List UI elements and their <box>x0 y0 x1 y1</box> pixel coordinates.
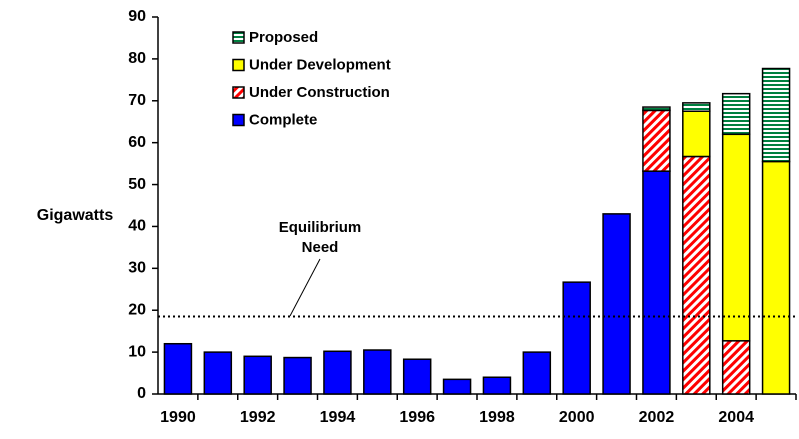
legend-label: Under Development <box>249 56 391 73</box>
bar-segment <box>761 160 791 395</box>
bar-segment <box>682 102 711 113</box>
bar-segment <box>522 351 552 395</box>
bar-segment <box>682 110 711 158</box>
y-tick-label: 10 <box>128 343 146 360</box>
bar-segment <box>721 133 751 342</box>
legend-swatch <box>232 113 245 127</box>
legend-label: Proposed <box>249 29 318 46</box>
x-tick-label: 1990 <box>160 409 196 426</box>
bar-segment <box>323 350 352 395</box>
annotation-pointer <box>289 258 321 317</box>
x-tick-label: 1998 <box>479 409 515 426</box>
y-axis-label: Gigawatts <box>37 207 114 224</box>
bar-segment <box>442 378 472 395</box>
x-tick-label: 1996 <box>399 409 435 426</box>
bar-segment <box>682 155 711 395</box>
legend-swatch <box>232 58 245 72</box>
y-tick-label: 50 <box>128 176 146 193</box>
y-tick-label: 80 <box>128 50 146 67</box>
y-tick-label: 60 <box>128 134 146 151</box>
bar-segment <box>602 213 631 395</box>
bar-segment <box>482 376 512 395</box>
y-tick-label: 70 <box>128 92 146 109</box>
bar-segment <box>402 358 432 395</box>
y-tick-label: 0 <box>137 385 146 402</box>
y-tick-label: 20 <box>128 301 146 318</box>
bar-segment <box>243 355 272 395</box>
bar-segment <box>283 356 312 395</box>
y-tick-label: 30 <box>128 260 146 277</box>
x-tick-label: 1994 <box>320 409 356 426</box>
reference-label: Equilibrium <box>279 219 362 236</box>
y-tick-label: 90 <box>128 8 146 25</box>
legend-swatch <box>232 31 245 44</box>
x-tick-label: 2000 <box>559 409 595 426</box>
x-tick-label: 2004 <box>718 409 754 426</box>
bar-segment <box>642 170 671 395</box>
bar-segment <box>562 281 591 395</box>
bar-segment <box>721 340 751 395</box>
x-tick-label: 2002 <box>639 409 675 426</box>
bar-segment <box>642 109 671 172</box>
y-tick-label: 40 <box>128 218 146 235</box>
bar-segment <box>203 351 233 395</box>
bar-segment <box>363 349 392 395</box>
bar-segment <box>163 342 193 395</box>
legend-label: Complete <box>249 111 317 128</box>
x-tick-label: 1992 <box>240 409 276 426</box>
legend-label: Under Construction <box>249 84 390 101</box>
bar-segment <box>721 92 751 136</box>
bar-segment <box>761 67 791 163</box>
reference-label: Need <box>302 239 339 256</box>
bar-segment <box>642 106 671 112</box>
legend-swatch <box>232 86 245 99</box>
